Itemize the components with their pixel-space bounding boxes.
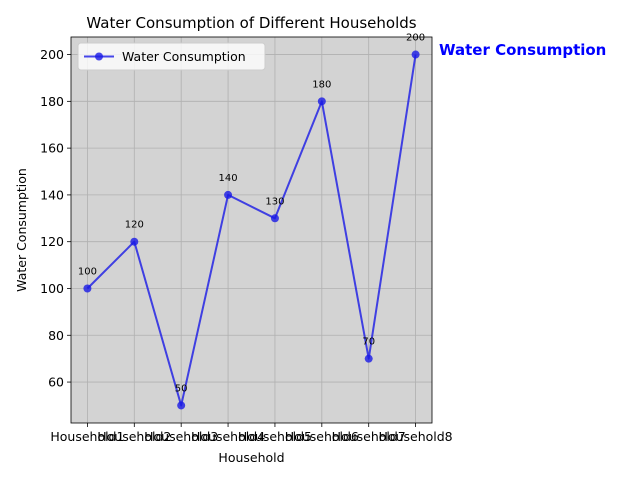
series-line xyxy=(86,54,417,407)
x-axis-label: Household xyxy=(218,450,284,465)
data-point xyxy=(270,214,279,223)
y-tick-label: 120 xyxy=(40,234,64,249)
data-label: 120 xyxy=(125,220,144,231)
data-point xyxy=(130,237,139,246)
plot-frame xyxy=(70,36,433,424)
x-tick-label: Household7 xyxy=(332,429,406,444)
x-tick-label: Household2 xyxy=(97,429,171,444)
x-tick-label: Household3 xyxy=(144,429,218,444)
y-ticks: 60 80 100 120 140 160 180 200 xyxy=(40,47,71,390)
y-tick-label: 140 xyxy=(40,187,64,202)
data-point xyxy=(224,190,233,199)
x-tick-label: Household1 xyxy=(50,429,124,444)
data-point xyxy=(364,354,373,363)
data-labels: 100 120 50 140 130 180 70 200 xyxy=(78,33,425,395)
x-tick-label: Household8 xyxy=(379,429,453,444)
legend: Water Consumption xyxy=(77,42,266,71)
y-tick-label: 100 xyxy=(40,281,64,296)
data-point xyxy=(177,401,186,410)
side-annotation: Water Consumption xyxy=(439,41,606,59)
y-axis-label: Water Consumption xyxy=(14,168,29,292)
y-tick-label: 60 xyxy=(48,375,64,390)
x-tick-label: Household4 xyxy=(191,429,265,444)
x-tick-label: Household5 xyxy=(238,429,312,444)
legend-box xyxy=(77,42,266,71)
data-label: 70 xyxy=(362,337,375,348)
data-label: 140 xyxy=(219,173,238,184)
series-layer xyxy=(83,50,420,410)
x-ticks: Household1Household2Household3Household4… xyxy=(50,423,453,444)
data-label: 200 xyxy=(406,33,425,44)
x-tick-label: Household6 xyxy=(285,429,359,444)
legend-label: Water Consumption xyxy=(122,49,246,64)
y-tick-label: 160 xyxy=(40,141,64,156)
data-label: 130 xyxy=(265,196,284,207)
data-label: 100 xyxy=(78,266,97,277)
legend-marker-swatch xyxy=(95,52,103,61)
chart-title: Water Consumption of Different Household… xyxy=(86,14,416,32)
data-label: 180 xyxy=(312,79,331,90)
y-tick-label: 200 xyxy=(40,47,64,62)
data-point xyxy=(83,284,92,293)
data-point xyxy=(317,97,326,106)
y-tick-label: 80 xyxy=(48,328,64,343)
data-point xyxy=(411,50,420,59)
y-tick-label: 180 xyxy=(40,94,64,109)
data-label: 50 xyxy=(175,383,188,394)
